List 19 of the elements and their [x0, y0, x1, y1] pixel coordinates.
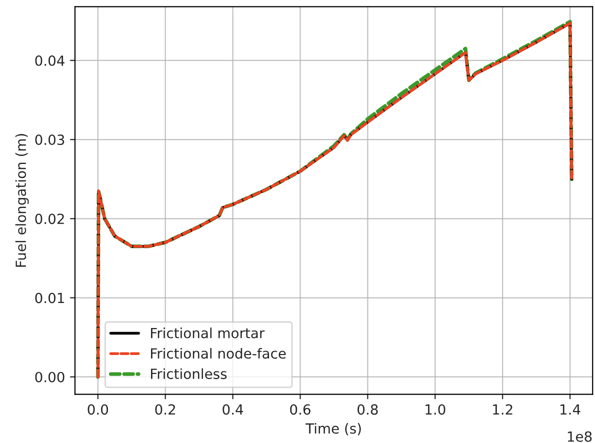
x-tick-label: 1.0 [426, 404, 446, 415]
y-tick-label: 0.00 [35, 372, 64, 382]
x-tick-label: 0.4 [222, 404, 244, 415]
x-tick-label: 0.2 [155, 404, 175, 415]
legend-label: Frictional node-face [151, 348, 286, 359]
y-tick-label: 0.02 [35, 214, 64, 224]
y-tick-label: 0.03 [35, 134, 64, 146]
x-tick-label: 1.2 [493, 404, 512, 415]
x-tick-label: 0.8 [358, 404, 378, 415]
y-tick-label: 0.04 [35, 55, 64, 66]
x-tick-label: 0.6 [290, 404, 310, 415]
x-axis-title: Time (s) [306, 422, 361, 436]
y-tick-label: 0.01 [35, 292, 64, 304]
x-tick-label: 1.4 [560, 404, 580, 415]
x-tick-label: 0.0 [88, 404, 108, 415]
text: 1e8 [568, 431, 592, 442]
legend-label: Frictionless [151, 368, 227, 380]
legend-label: Frictional mortar [151, 328, 265, 338]
y-axis-title: Fuel elongation (m) [15, 134, 29, 267]
